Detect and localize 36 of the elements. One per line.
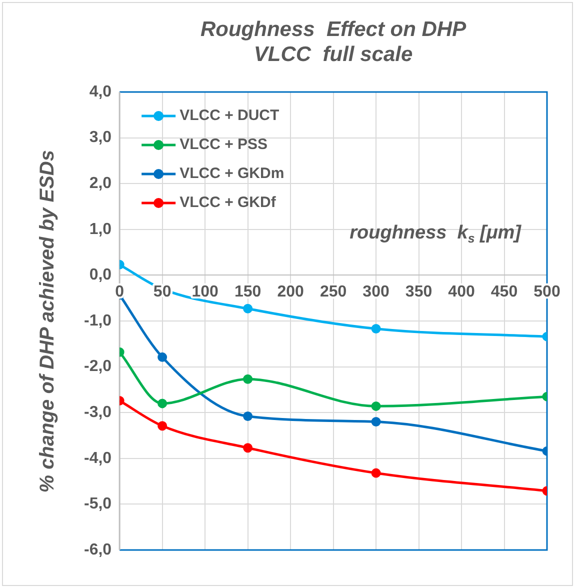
point (371, 401, 381, 411)
y-tick-label: -3,0 (84, 404, 112, 422)
y-tick-label: 2,0 (89, 175, 112, 192)
x-tick-label: 100 (192, 284, 218, 301)
y-tick-label: -4,0 (84, 450, 112, 467)
y-tick-label: 4,0 (89, 83, 112, 100)
x-tick-label: 350 (405, 284, 432, 301)
legend-label: VLCC + PSS (180, 136, 268, 154)
y-tick-label: -5,0 (84, 496, 112, 513)
y-tick-label: 0,0 (89, 266, 112, 284)
x-tick-label: 300 (362, 284, 390, 301)
y-tick-label: -6,0 (84, 541, 112, 558)
x-tick-label: 250 (320, 284, 347, 301)
y-tick-label: -2,0 (84, 358, 112, 376)
y-tick-label: 3,0 (89, 129, 112, 146)
legend-label: VLCC + GKDf (180, 194, 277, 212)
chart-subtitle: VLCC full scale (254, 42, 413, 66)
x-tick-label: 0 (115, 284, 124, 301)
y-tick-label: 1,0 (89, 220, 112, 238)
point (158, 352, 168, 362)
point (243, 374, 253, 384)
legend-label: VLCC + DUCT (180, 107, 280, 124)
y-axis-title: % change of DHP achieved by ESDs (36, 150, 59, 493)
x-tick-label: 400 (448, 284, 475, 301)
point (243, 412, 253, 422)
point (243, 443, 253, 453)
legend-label: VLCC + GKDm (180, 165, 284, 182)
x-tick-label: 200 (277, 284, 304, 301)
x-tick-label: 450 (490, 284, 518, 301)
chart-title: Roughness Effect on DHP (200, 18, 468, 41)
y-tick-label: -1,0 (84, 312, 112, 330)
x-tick-label: 150 (234, 284, 262, 301)
point (158, 421, 168, 431)
point (371, 417, 381, 427)
point (158, 398, 168, 408)
point (371, 468, 381, 478)
